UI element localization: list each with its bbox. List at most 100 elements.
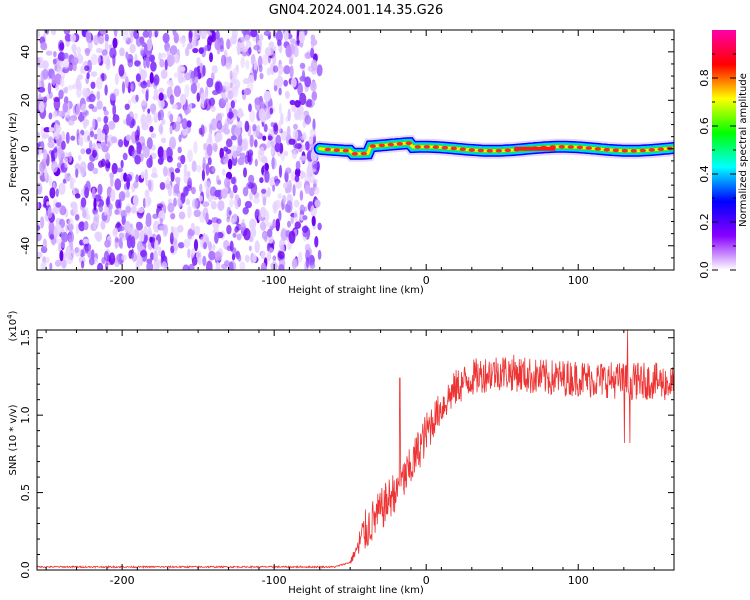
noise-speckle (135, 174, 139, 183)
noise-speckle (245, 59, 250, 70)
noise-speckle (146, 55, 150, 69)
noise-speckle (237, 157, 245, 166)
signal-peak (387, 142, 394, 147)
noise-speckle (154, 31, 158, 38)
noise-speckle (103, 250, 110, 262)
signal-strong-segment (514, 146, 556, 151)
noise-speckle (53, 51, 57, 58)
noise-speckle (57, 110, 66, 118)
noise-speckle (107, 141, 111, 149)
noise-speckle (83, 89, 91, 97)
noise-speckle (125, 134, 132, 141)
noise-speckle (311, 91, 318, 101)
noise-speckle (311, 41, 315, 49)
noise-speckle (248, 103, 252, 112)
noise-speckle (258, 215, 262, 221)
noise-speckle (272, 45, 277, 52)
noise-speckle (241, 138, 249, 152)
snr-frame (36, 329, 675, 571)
noise-speckle (160, 52, 167, 58)
noise-speckle (169, 94, 175, 105)
noise-speckle (293, 123, 298, 130)
noise-speckle (289, 99, 296, 106)
noise-speckle (174, 167, 181, 174)
noise-speckle (237, 254, 242, 262)
noise-speckle (223, 158, 229, 165)
signal-peak (486, 149, 493, 153)
noise-speckle (94, 231, 101, 240)
noise-speckle (78, 256, 86, 264)
noise-speckle (118, 225, 125, 232)
noise-speckle (68, 218, 74, 232)
noise-speckle (309, 128, 316, 138)
noise-speckle (191, 74, 199, 85)
noise-speckle (194, 30, 201, 40)
noise-speckle (70, 135, 76, 141)
noise-speckle (225, 138, 233, 148)
noise-speckle (274, 142, 281, 153)
noise-speckle (92, 167, 99, 175)
noise-speckle (311, 215, 316, 227)
noise-speckle (96, 133, 103, 142)
noise-speckle (254, 158, 258, 167)
noise-speckle (226, 206, 232, 220)
signal-peak (648, 148, 655, 152)
noise-speckle (130, 236, 136, 249)
snr-y-tick-label: 0.5 (19, 484, 32, 502)
noise-speckle (314, 236, 319, 248)
noise-speckle (246, 48, 251, 57)
noise-speckle (227, 90, 234, 100)
colorbar-axes: 0.0 0.2 0.4 0.6 0.8 (698, 53, 736, 279)
noise-speckle (193, 141, 198, 154)
snr-scale-prefix: (x10 (8, 319, 19, 342)
noise-speckle (62, 178, 66, 184)
noise-speckle (150, 61, 157, 72)
noise-speckle (158, 99, 165, 109)
noise-speckle (127, 58, 134, 68)
noise-speckle (124, 76, 129, 89)
noise-speckle (134, 154, 141, 165)
snr-x-tick-label: 0 (423, 574, 430, 587)
noise-speckle (295, 160, 301, 170)
noise-speckle (173, 242, 179, 252)
noise-speckle (267, 46, 274, 56)
noise-speckle (98, 160, 104, 168)
noise-speckle (104, 239, 111, 248)
noise-speckle (197, 72, 202, 80)
y-tick-label: -20 (19, 188, 32, 206)
noise-speckle (223, 81, 231, 90)
spectrogram-panel: -200 -100 0 100 40 20 0 -20 -40 Height of straig… (8, 29, 675, 296)
noise-speckle (138, 64, 142, 76)
noise-speckle (286, 200, 293, 214)
noise-speckle (121, 254, 127, 261)
noise-speckle (40, 261, 47, 270)
noise-speckle (317, 249, 322, 260)
noise-speckle (242, 186, 249, 197)
signal-peak (495, 148, 502, 153)
noise-speckle (136, 141, 142, 155)
y-tick-label: 0 (19, 145, 32, 152)
noise-speckle (294, 108, 301, 120)
noise-speckle (215, 30, 220, 41)
signal-peak (477, 148, 484, 153)
colorbar-label: Normalized spectral amplitude (738, 73, 749, 227)
noise-speckle (161, 118, 166, 125)
noise-speckle (109, 47, 117, 59)
noise-speckle (288, 58, 294, 65)
noise-speckle (184, 84, 190, 98)
noise-speckle (95, 47, 103, 54)
noise-speckle (75, 223, 79, 235)
noise-speckle (185, 198, 190, 206)
noise-speckle (65, 131, 70, 144)
noise-speckle (61, 131, 66, 142)
noise-speckle (158, 92, 164, 101)
noise-speckle (104, 152, 111, 162)
noise-speckle (225, 148, 232, 155)
noise-speckle (149, 72, 154, 84)
noise-speckle (136, 240, 143, 253)
noise-speckle (150, 252, 154, 261)
noise-speckle (58, 182, 66, 195)
noise-speckle (178, 242, 185, 249)
noise-speckle (225, 62, 232, 70)
